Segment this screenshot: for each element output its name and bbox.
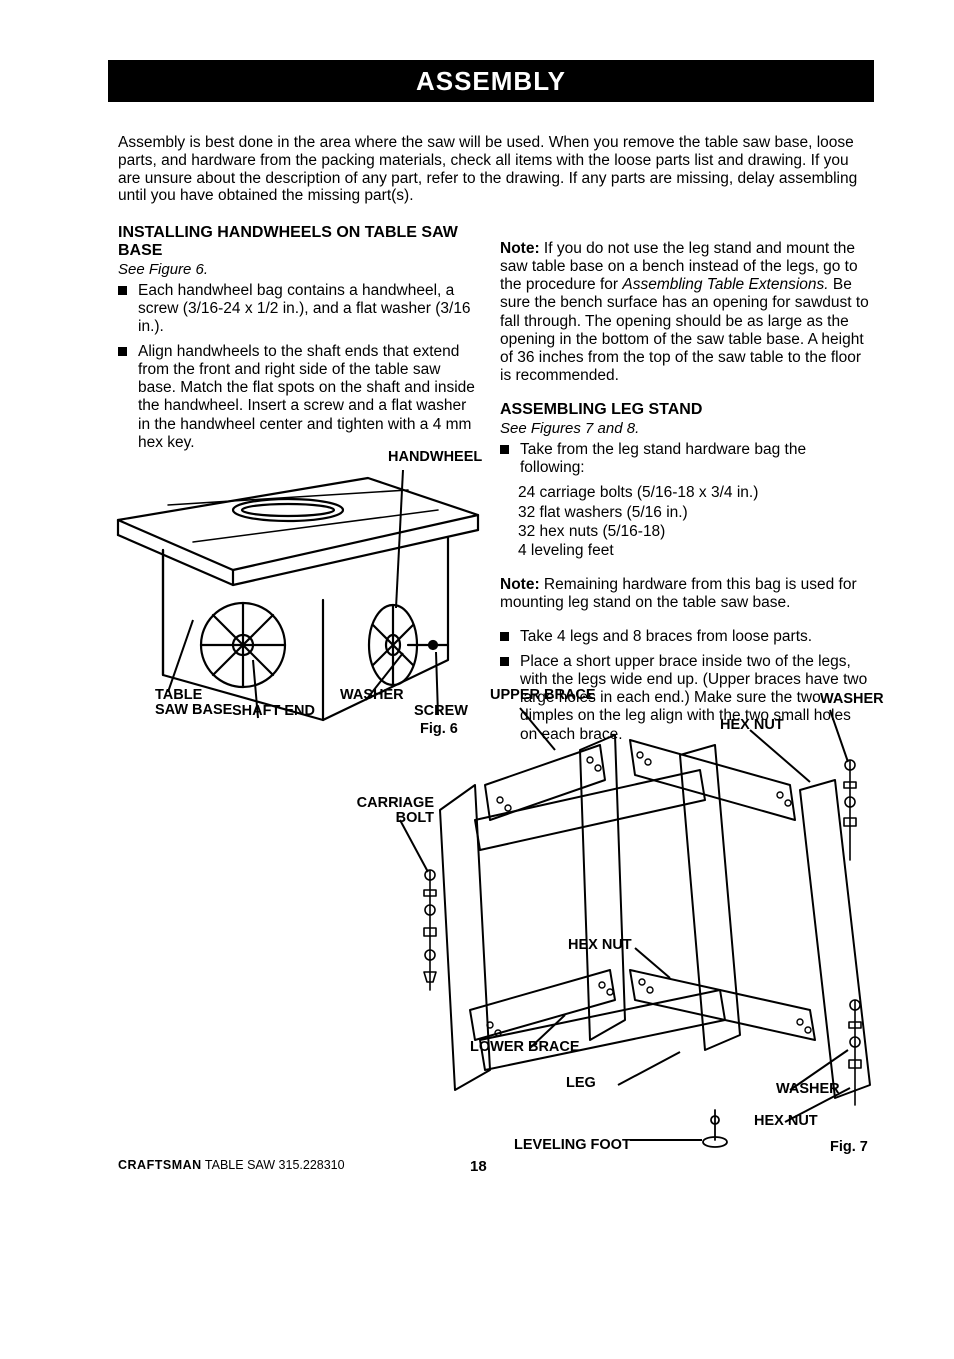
hardware-sublist: 24 carriage bolts (5/16-18 x 3/4 in.) 32… bbox=[518, 483, 872, 561]
label-hex-nut-mid: HEX NUT bbox=[568, 938, 632, 953]
footer-brand: CRAFTSMAN bbox=[118, 1158, 202, 1172]
left-bullet-list: Each handwheel bag contains a handwheel,… bbox=[118, 282, 478, 453]
section-title: ASSEMBLY bbox=[108, 60, 874, 102]
page: ASSEMBLY Assembly is best done in the ar… bbox=[0, 0, 954, 1359]
footer-model: TABLE SAW 315.228310 bbox=[202, 1158, 345, 1172]
note-mid: Note: Remaining hardware from this bag i… bbox=[500, 576, 872, 613]
label-table-saw-base: TABLE SAW BASE bbox=[155, 688, 232, 718]
footer-left: CRAFTSMAN TABLE SAW 315.228310 bbox=[118, 1158, 345, 1172]
label-washer-bot: WASHER bbox=[776, 1082, 840, 1097]
label-lower-brace: LOWER BRACE bbox=[470, 1040, 580, 1055]
list-item: Align handwheels to the shaft ends that … bbox=[118, 343, 478, 453]
list-item: Take from the leg stand hardware bag the… bbox=[500, 441, 872, 478]
heading-installing-handwheels: INSTALLING HANDWHEELS ON TABLE SAW BASE bbox=[118, 224, 478, 261]
label-leg: LEG bbox=[566, 1076, 596, 1091]
see-figures-7-8: See Figures 7 and 8. bbox=[500, 420, 872, 437]
right-column: Note: If you do not use the leg stand an… bbox=[500, 224, 872, 750]
list-item: Each handwheel bag contains a handwheel,… bbox=[118, 282, 478, 337]
section-banner: ASSEMBLY bbox=[108, 60, 874, 102]
sublist-item: 32 flat washers (5/16 in.) bbox=[518, 503, 872, 522]
label-line: CARRIAGE bbox=[357, 795, 434, 811]
note-label: Note: bbox=[500, 240, 540, 257]
label-line: TABLE bbox=[155, 687, 202, 703]
label-washer-top: WASHER bbox=[820, 692, 884, 707]
label-hex-nut-bot: HEX NUT bbox=[754, 1114, 818, 1129]
note-label: Note: bbox=[500, 576, 540, 593]
sublist-item: 24 carriage bolts (5/16-18 x 3/4 in.) bbox=[518, 483, 872, 502]
see-figure-6: See Figure 6. bbox=[118, 261, 478, 278]
note-em: Assembling Table Extensions. bbox=[622, 276, 828, 293]
label-upper-brace: UPPER BRACE bbox=[490, 688, 596, 703]
sublist-item: 32 hex nuts (5/16-18) bbox=[518, 522, 872, 541]
sublist-item: 4 leveling feet bbox=[518, 541, 872, 560]
label-hex-nut-top: HEX NUT bbox=[720, 718, 784, 733]
heading-assembling-leg-stand: ASSEMBLING LEG STAND bbox=[500, 401, 872, 419]
intro-paragraph: Assembly is best done in the area where … bbox=[118, 134, 870, 205]
label-handwheel: HANDWHEEL bbox=[388, 450, 482, 465]
note-top: Note: If you do not use the leg stand an… bbox=[500, 240, 872, 386]
label-line: SAW BASE bbox=[155, 702, 232, 718]
label-shaft-end: SHAFT END bbox=[232, 704, 315, 719]
left-column: INSTALLING HANDWHEELS ON TABLE SAW BASE … bbox=[118, 224, 478, 458]
right-bullet-list: Take from the leg stand hardware bag the… bbox=[500, 441, 872, 478]
list-item: Take 4 legs and 8 braces from loose part… bbox=[500, 628, 872, 646]
label-carriage-bolt: CARRIAGE BOLT bbox=[356, 796, 434, 826]
label-line: BOLT bbox=[396, 810, 434, 826]
label-leveling-foot: LEVELING FOOT bbox=[514, 1138, 631, 1153]
note-text: Remaining hardware from this bag is used… bbox=[500, 576, 857, 611]
page-number: 18 bbox=[470, 1158, 487, 1175]
figure-7-caption: Fig. 7 bbox=[830, 1140, 868, 1155]
